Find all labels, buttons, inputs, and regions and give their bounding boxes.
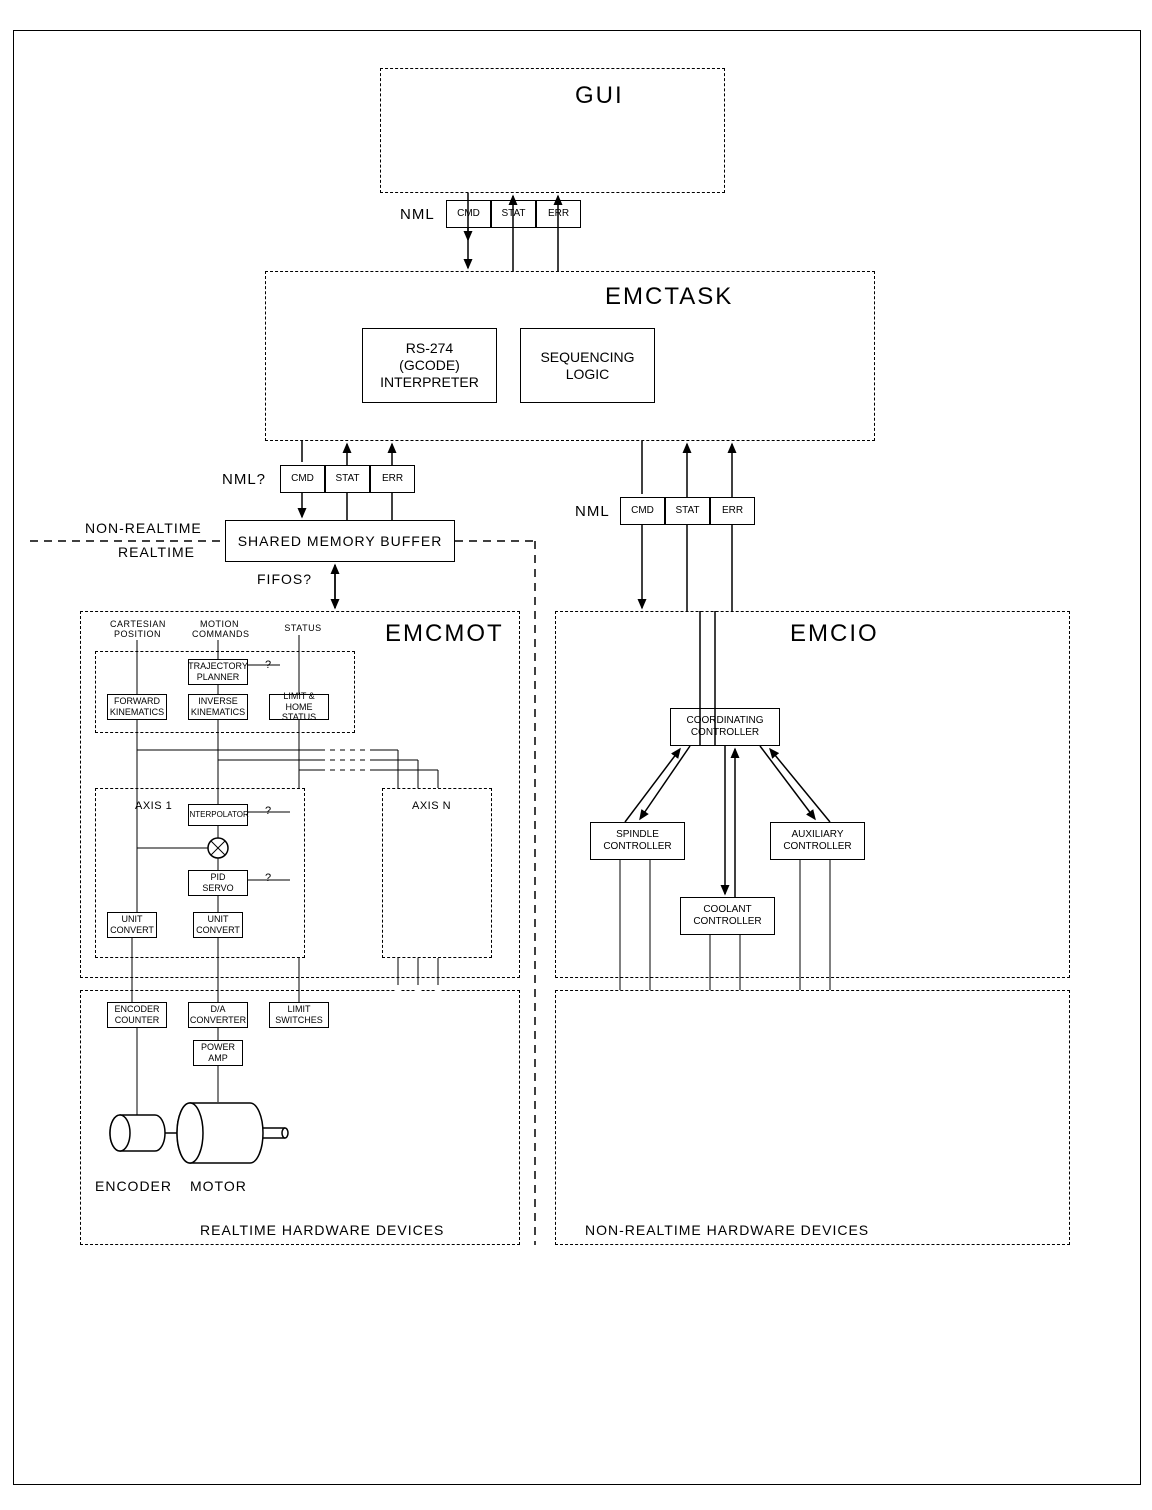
qmark1: ? (265, 659, 272, 671)
gui-title: GUI (575, 82, 624, 110)
diagram-canvas: GUI NML CMD STAT ERR EMCTASK RS-274(GCOD… (0, 0, 1152, 1510)
cartesian-label: CARTESIANPOSITION (110, 620, 165, 640)
gui-stat-box: STAT (491, 200, 536, 228)
nml-right-label: NML (575, 503, 610, 520)
interpreter-box: RS-274(GCODE)INTERPRETER (362, 328, 497, 403)
forward-kin-box: FORWARDKINEMATICS (107, 694, 167, 720)
encoder-label: ENCODER (95, 1178, 172, 1194)
motion-label: MOTIONCOMMANDS (192, 620, 247, 640)
pid-box: PIDSERVO (188, 870, 248, 896)
coord-box: COORDINATINGCONTROLLER (670, 708, 780, 746)
emctask-title: EMCTASK (605, 283, 733, 311)
unit-conv1-box: UNITCONVERT (107, 912, 157, 938)
limit-switches-box: LIMITSWITCHES (269, 1002, 329, 1028)
sequencing-box: SEQUENCINGLOGIC (520, 328, 655, 403)
motor-label: MOTOR (190, 1178, 247, 1194)
gui-err-box: ERR (536, 200, 581, 228)
nonrealtime-hw-box (555, 990, 1070, 1245)
left-cmd-box: CMD (280, 465, 325, 493)
interpolator-box: INTERPOLATOR (188, 804, 248, 826)
shared-memory-box: SHARED MEMORY BUFFER (225, 520, 455, 562)
fifos-label: FIFOS? (257, 571, 312, 587)
spindle-box: SPINDLECONTROLLER (590, 822, 685, 860)
emcmot-title: EMCMOT (385, 620, 504, 648)
emcio-title: EMCIO (790, 620, 879, 648)
realtime-label: REALTIME (118, 544, 195, 560)
emcio-box (555, 611, 1070, 978)
interpreter-text: RS-274(GCODE)INTERPRETER (380, 340, 479, 390)
gui-cmd-box: CMD (446, 200, 491, 228)
axisn-group (382, 788, 492, 958)
trajectory-box: TRAJECTORYPLANNER (188, 659, 248, 685)
right-cmd-box: CMD (620, 497, 665, 525)
axisn-label: AXIS N (412, 800, 451, 812)
aux-box: AUXILIARYCONTROLLER (770, 822, 865, 860)
nml-gui-label: NML (400, 206, 435, 223)
left-stat-box: STAT (325, 465, 370, 493)
right-err-box: ERR (710, 497, 755, 525)
nonrealtime-hw-title: NON-REALTIME HARDWARE DEVICES (585, 1222, 869, 1238)
nml-left-label: NML? (222, 471, 266, 488)
da-converter-box: D/ACONVERTER (188, 1002, 248, 1028)
qmark3: ? (265, 872, 272, 884)
power-amp-box: POWERAMP (193, 1040, 243, 1066)
encoder-counter-box: ENCODERCOUNTER (107, 1002, 167, 1028)
left-err-box: ERR (370, 465, 415, 493)
non-realtime-label: NON-REALTIME (85, 520, 202, 536)
coolant-box: COOLANTCONTROLLER (680, 897, 775, 935)
right-stat-box: STAT (665, 497, 710, 525)
qmark2: ? (265, 805, 272, 817)
axis1-label: AXIS 1 (135, 800, 172, 812)
realtime-hw-title: REALTIME HARDWARE DEVICES (200, 1222, 444, 1238)
inverse-kin-box: INVERSEKINEMATICS (188, 694, 248, 720)
unit-conv2-box: UNITCONVERT (193, 912, 243, 938)
sequencing-text: SEQUENCINGLOGIC (540, 349, 634, 383)
realtime-hw-box (80, 990, 520, 1245)
limit-home-box: LIMIT & HOMESTATUS (269, 694, 329, 720)
gui-box (380, 68, 725, 193)
status-label: STATUS (283, 624, 323, 634)
